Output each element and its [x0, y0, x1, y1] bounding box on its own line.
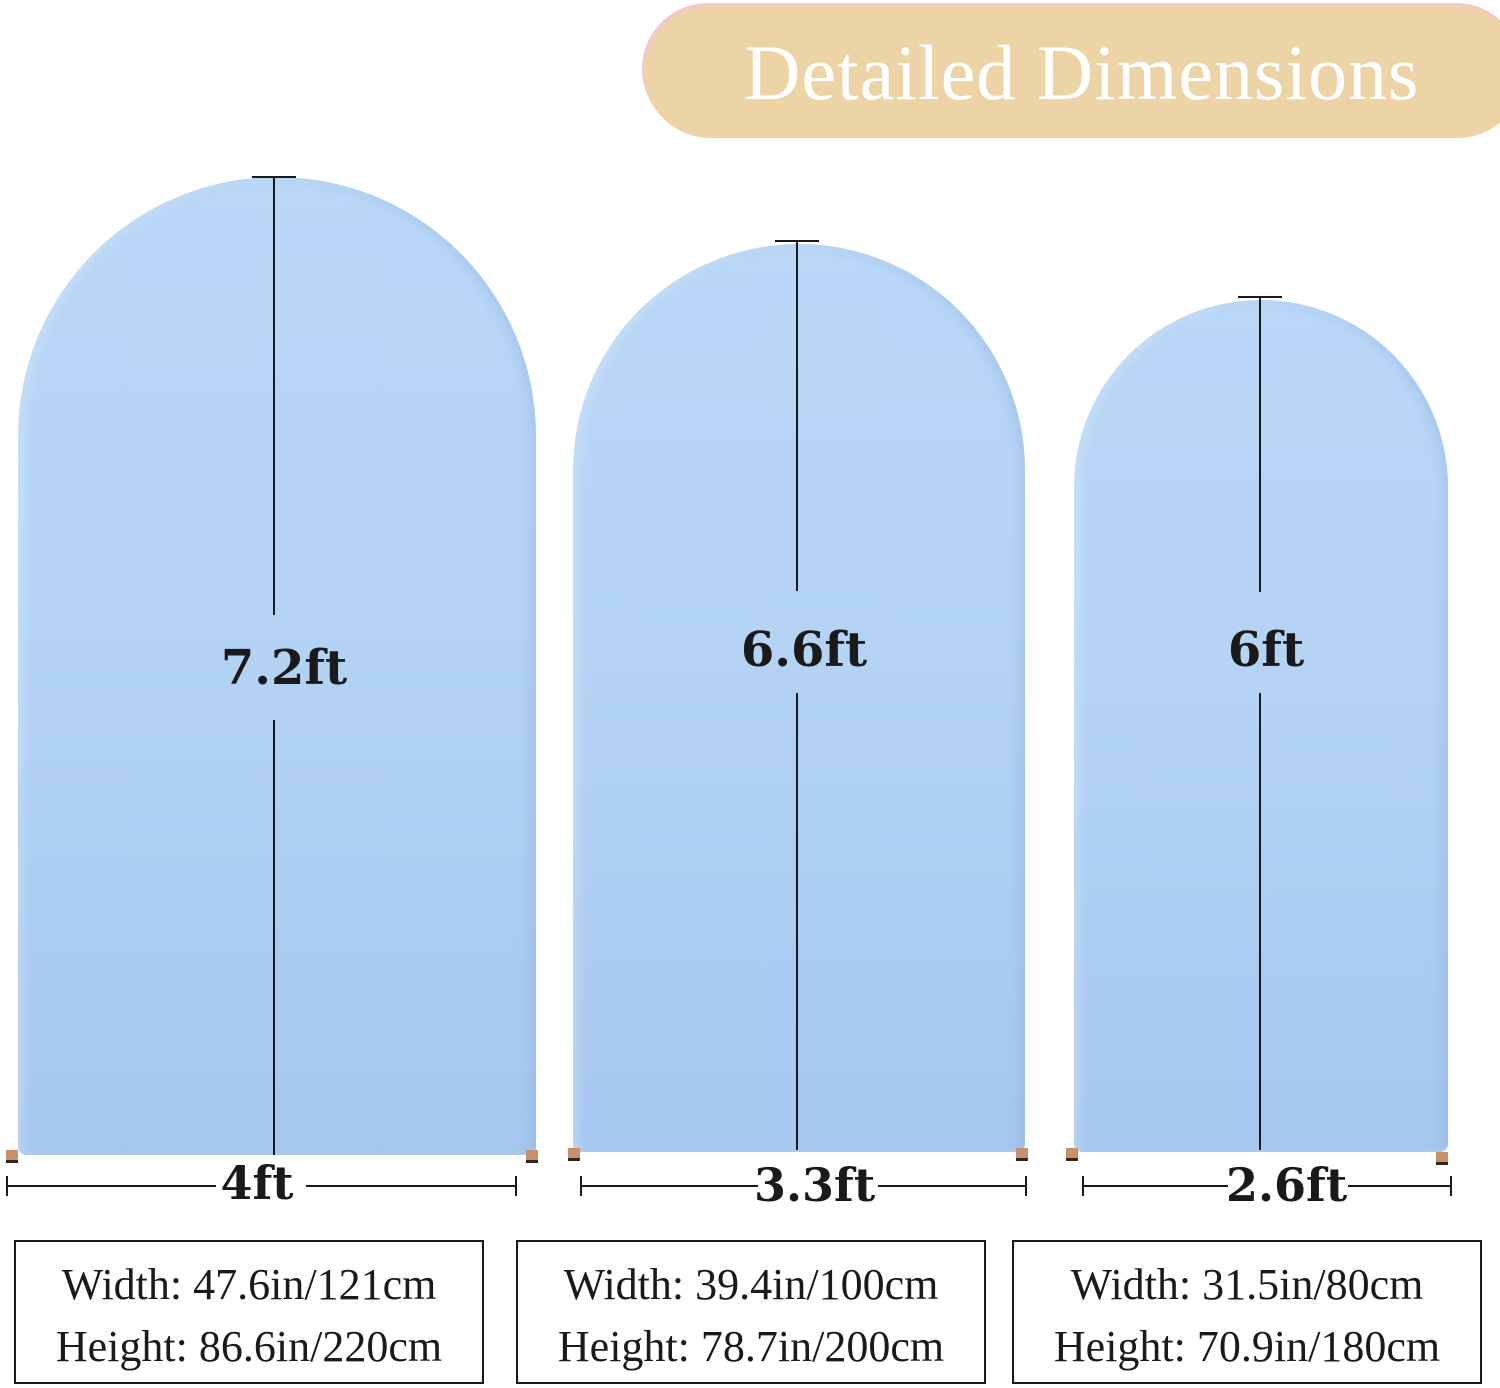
arch-large	[18, 177, 536, 1155]
arch-foot	[1016, 1148, 1028, 1161]
arch-foot	[568, 1148, 580, 1161]
width-line	[878, 1185, 1026, 1187]
width-line	[580, 1185, 758, 1187]
height-line	[1259, 297, 1261, 592]
width-line	[1082, 1185, 1228, 1187]
height-label-small: 6ft	[1227, 622, 1305, 678]
width-cap	[1450, 1176, 1452, 1196]
height-line	[273, 720, 275, 1155]
title-banner	[644, 6, 1500, 138]
arch-medium	[573, 244, 1025, 1152]
height-label-medium: 6.6ft	[740, 622, 868, 678]
spec-box-large: Width: 47.6in/121cm Height: 86.6in/220cm	[14, 1240, 484, 1384]
arch-foot	[1436, 1152, 1448, 1165]
width-label-large: 4ft	[220, 1156, 294, 1210]
width-line	[306, 1185, 516, 1187]
arch-small	[1074, 300, 1448, 1152]
height-line	[796, 693, 798, 1150]
page-title: Detailed Dimensions	[744, 29, 1420, 116]
arch-foot	[6, 1150, 18, 1163]
arch-foot	[526, 1150, 538, 1163]
width-label-small: 2.6ft	[1226, 1158, 1348, 1212]
width-line	[6, 1185, 216, 1187]
spec-box-small: Width: 31.5in/80cm Height: 70.9in/180cm	[1012, 1240, 1482, 1384]
spec-box-medium: Width: 39.4in/100cm Height: 78.7in/200cm	[516, 1240, 986, 1384]
width-spec: Width: 31.5in/80cm	[1070, 1260, 1424, 1309]
width-cap	[515, 1176, 517, 1196]
width-spec: Width: 47.6in/121cm	[61, 1260, 437, 1309]
arch-foot	[1066, 1148, 1078, 1161]
height-label-large: 7.2ft	[220, 640, 348, 696]
height-line	[796, 241, 798, 591]
height-spec: Height: 86.6in/220cm	[55, 1322, 443, 1371]
height-line	[273, 177, 275, 615]
height-spec: Height: 70.9in/180cm	[1053, 1322, 1441, 1371]
width-line	[1348, 1185, 1452, 1187]
width-label-medium: 3.3ft	[754, 1158, 876, 1212]
height-line	[1259, 693, 1261, 1150]
width-cap	[1025, 1176, 1027, 1196]
width-spec: Width: 39.4in/100cm	[563, 1260, 939, 1309]
height-spec: Height: 78.7in/200cm	[557, 1322, 945, 1371]
